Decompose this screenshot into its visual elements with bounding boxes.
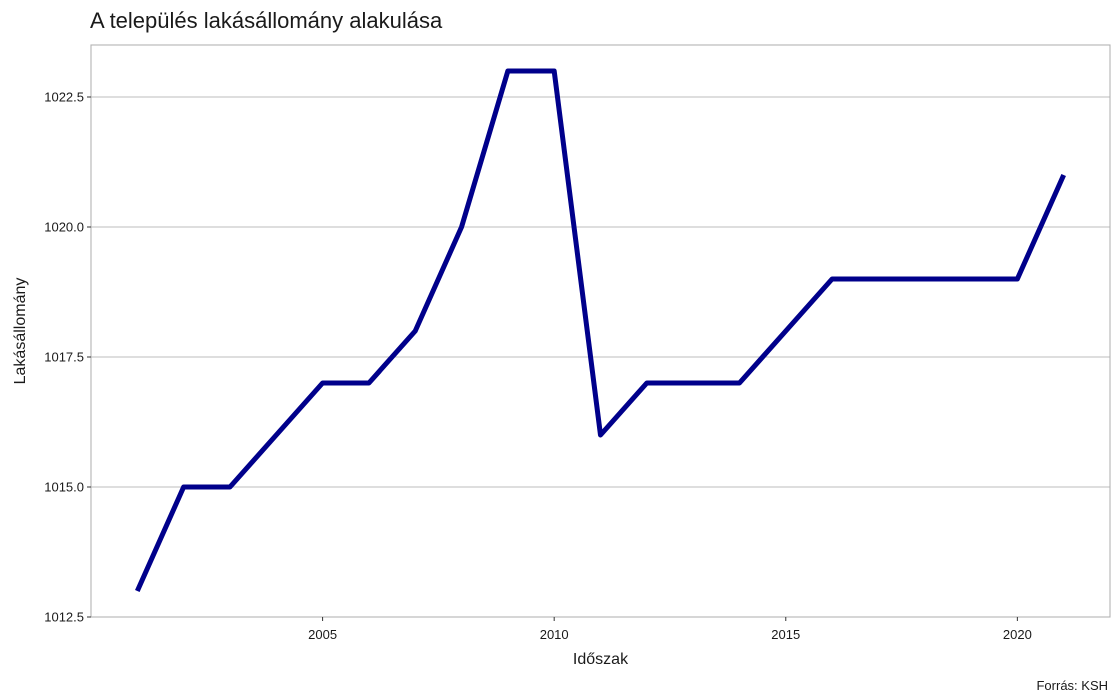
y-tick-label: 1012.5 [44, 610, 84, 625]
grid-lines [91, 96, 1110, 618]
series-layer [135, 68, 1066, 593]
x-tick-label: 2020 [1003, 627, 1032, 642]
y-tick-label: 1017.5 [44, 350, 84, 365]
y-axis: 1012.5 1015.0 1017.5 1020.0 1022.5 [44, 90, 91, 625]
chart-title: A település lakásállomány alakulása [90, 8, 443, 33]
x-axis: 2005 2010 2015 2020 [308, 617, 1032, 642]
source-caption: Forrás: KSH [1036, 678, 1108, 693]
x-tick-label: 2010 [540, 627, 569, 642]
x-axis-label: Időszak [573, 651, 629, 668]
y-axis-label: Lakásállomány [12, 278, 29, 385]
plot-panel [90, 44, 1111, 618]
y-tick-label: 1015.0 [44, 480, 84, 495]
series-line [135, 68, 1066, 593]
y-tick-label: 1022.5 [44, 90, 84, 105]
x-tick-label: 2005 [308, 627, 337, 642]
y-tick-label: 1020.0 [44, 220, 84, 235]
x-tick-label: 2015 [771, 627, 800, 642]
